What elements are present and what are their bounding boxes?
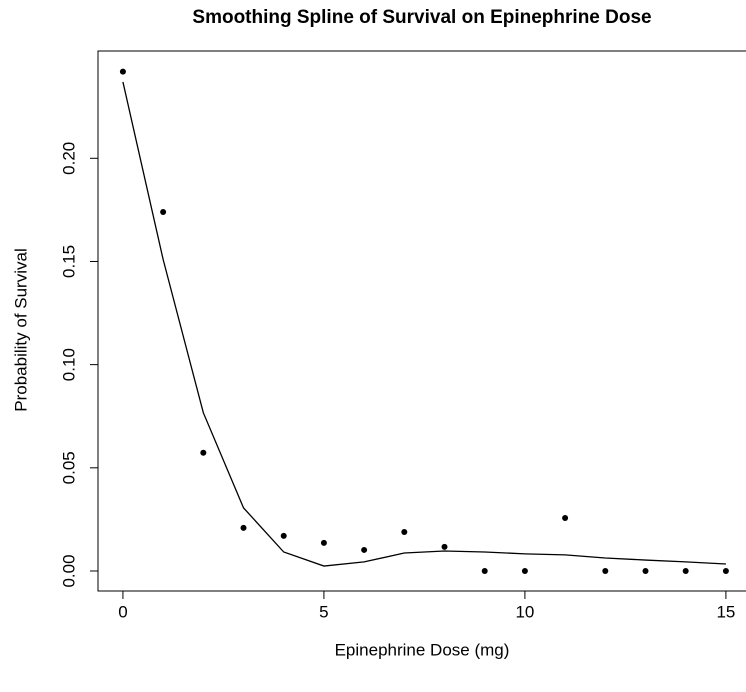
- data-point: [119, 68, 126, 75]
- data-point: [602, 567, 609, 574]
- data-point: [240, 524, 247, 531]
- data-point: [401, 528, 408, 535]
- data-point: [160, 208, 167, 215]
- y-tick-label: 0.05: [59, 451, 78, 484]
- x-tick-label: 10: [515, 602, 534, 621]
- spline-line: [122, 81, 726, 567]
- x-tick-label: 0: [118, 602, 127, 621]
- y-tick-label: 0.10: [59, 348, 78, 381]
- data-point: [200, 449, 207, 456]
- x-tick-label: 5: [319, 602, 328, 621]
- data-point: [562, 514, 569, 521]
- y-axis-label: Probability of Survival: [11, 248, 30, 411]
- y-tick-label: 0.00: [59, 554, 78, 587]
- x-tick-label: 15: [716, 602, 735, 621]
- plot-box: [97, 50, 746, 592]
- x-axis-label: Epinephrine Dose (mg): [335, 640, 510, 659]
- data-point: [441, 543, 448, 550]
- y-tick-label: 0.20: [59, 142, 78, 175]
- data-point: [481, 567, 488, 574]
- chart-title: Smoothing Spline of Survival on Epinephr…: [192, 7, 651, 28]
- data-point: [642, 567, 649, 574]
- data-point: [722, 567, 729, 574]
- data-point: [320, 539, 327, 546]
- data-point: [280, 532, 287, 539]
- data-point: [361, 546, 368, 553]
- data-point: [521, 567, 528, 574]
- y-tick-label: 0.15: [59, 245, 78, 278]
- data-point: [682, 567, 689, 574]
